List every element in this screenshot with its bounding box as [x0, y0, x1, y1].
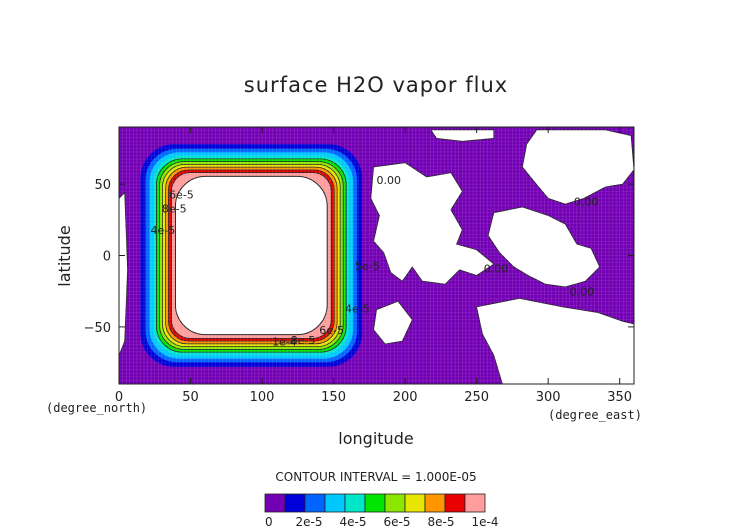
colorbar-swatch [264, 493, 286, 513]
contour-label: 4e-5 [345, 303, 370, 316]
contour-interval-label: CONTOUR INTERVAL = 1.000E-05 [275, 470, 476, 484]
x-tick-label: 200 [393, 390, 418, 405]
contour-label: 0.00 [574, 196, 599, 209]
missing-data-region [370, 162, 495, 285]
missing-data-region [487, 206, 601, 288]
contour-label: 4e-5 [150, 224, 175, 237]
colorbar-swatch [324, 493, 346, 513]
colorbar-swatch [304, 493, 326, 513]
colorbar [264, 493, 486, 513]
x-axis-label: longitude [338, 429, 413, 448]
contour-rings [140, 144, 363, 367]
y-tick-label: −50 [84, 321, 111, 336]
contour-label: 0.00 [570, 285, 595, 298]
x-tick-label: 50 [182, 390, 199, 405]
contour-label: 6e-5 [169, 188, 194, 201]
colorbar-label: 8e-5 [428, 515, 455, 529]
contour-label: 8e-5 [162, 203, 187, 216]
contour-label: 1e-4 [272, 335, 297, 348]
contour-label: 8e-5 [291, 334, 316, 347]
x-tick-label: 100 [250, 390, 275, 405]
colorbar-swatch [364, 493, 386, 513]
ring-interior-missing [174, 175, 328, 336]
contour-label: 0.00 [484, 263, 509, 276]
x-tick-label: 350 [607, 390, 632, 405]
contour-label: 0.00 [377, 174, 402, 187]
y-units-label: (degree_north) [46, 401, 147, 415]
colorbar-label: 0 [265, 515, 273, 529]
x-tick-label: 300 [536, 390, 561, 405]
x-tick-label: 250 [464, 390, 489, 405]
colorbar-swatch [464, 493, 486, 513]
colorbar-label: 4e-5 [340, 515, 367, 529]
x-units-label: (degree_east) [548, 408, 642, 422]
y-axis-ticks: 50 0 −50 [84, 178, 634, 336]
plot-area [119, 127, 634, 384]
y-axis-label: latitude [55, 225, 74, 286]
colorbar-swatch [444, 493, 466, 513]
contour-labels: 1e-48e-56e-54e-55e-54e-58e-56e-50.000.00… [150, 174, 598, 348]
missing-data-region [373, 300, 413, 345]
colorbar-swatch [284, 493, 306, 513]
grid-lines [119, 127, 634, 384]
missing-data-region [521, 129, 634, 205]
missing-data-regions [119, 129, 634, 384]
contour-label: 5e-5 [355, 260, 380, 273]
missing-data-region [476, 297, 634, 384]
colorbar-swatch [404, 493, 426, 513]
colorbar-swatch [384, 493, 406, 513]
y-tick-label: 0 [103, 250, 111, 265]
x-tick-label: 150 [321, 390, 346, 405]
colorbar-swatch [344, 493, 366, 513]
x-axis-ticks: 0 50 100 150 200 250 300 350 [115, 127, 632, 405]
colorbar-label: 2e-5 [296, 515, 323, 529]
missing-data-region [119, 191, 129, 356]
colorbar-label: 6e-5 [384, 515, 411, 529]
chart-title: surface H2O vapor flux [244, 73, 508, 97]
colorbar-swatch [424, 493, 446, 513]
missing-data-region [430, 129, 495, 142]
colorbar-labels: 0 2e-5 4e-5 6e-5 8e-5 1e-4 [265, 515, 498, 529]
contour-label: 6e-5 [319, 324, 344, 337]
x-tick-label: 0 [115, 390, 123, 405]
colorbar-label: 1e-4 [472, 515, 499, 529]
y-tick-label: 50 [94, 178, 111, 193]
